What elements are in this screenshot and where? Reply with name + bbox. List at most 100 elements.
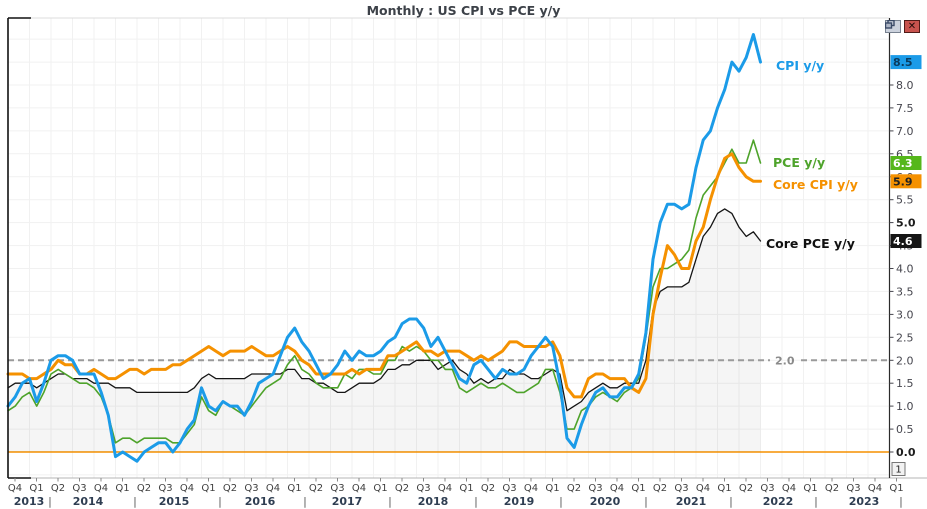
svg-text:|: | [48, 495, 52, 508]
svg-text:Q3: Q3 [502, 483, 516, 494]
svg-text:4.0: 4.0 [896, 263, 914, 276]
svg-text:1.0: 1.0 [896, 400, 914, 413]
svg-text:Q3: Q3 [760, 483, 774, 494]
svg-text:Q1: Q1 [373, 483, 387, 494]
svg-text:Q1: Q1 [459, 483, 473, 494]
svg-text:Q2: Q2 [567, 483, 581, 494]
svg-text:Q3: Q3 [158, 483, 172, 494]
svg-text:Q1: Q1 [287, 483, 301, 494]
y-axis-labels: 0.00.51.01.52.02.53.03.54.04.55.05.56.06… [889, 79, 916, 459]
series-label: Core CPI y/y [773, 177, 858, 192]
svg-text:4.6: 4.6 [893, 235, 913, 248]
svg-text:Q2: Q2 [395, 483, 409, 494]
svg-text:|: | [474, 495, 478, 508]
svg-text:7.0: 7.0 [896, 125, 914, 138]
svg-text:Q2: Q2 [653, 483, 667, 494]
svg-text:7.5: 7.5 [896, 102, 914, 115]
svg-text:2.5: 2.5 [896, 331, 914, 344]
svg-text:Q3: Q3 [588, 483, 602, 494]
svg-text:|: | [644, 495, 648, 508]
svg-text:2016: 2016 [245, 495, 276, 508]
svg-text:Q1: Q1 [201, 483, 215, 494]
svg-text:2018: 2018 [418, 495, 449, 508]
svg-text:3.0: 3.0 [896, 308, 914, 321]
svg-text:|: | [388, 495, 392, 508]
svg-text:Q4: Q4 [266, 483, 280, 494]
svg-text:Q4: Q4 [8, 483, 22, 494]
svg-text:2021: 2021 [676, 495, 707, 508]
svg-text:Q2: Q2 [825, 483, 839, 494]
window-controls: ✕ [885, 20, 920, 33]
restore-window-button[interactable] [885, 20, 901, 33]
svg-text:1: 1 [895, 465, 901, 476]
restore-icon [885, 20, 895, 29]
svg-text:5.0: 5.0 [896, 217, 916, 230]
series-area-fill [8, 208, 761, 452]
svg-text:1.5: 1.5 [896, 377, 914, 390]
series-label: CPI y/y [776, 58, 824, 73]
last-value-badges: 8.5 6.3 5.9 4.6 [890, 55, 922, 248]
svg-text:2022: 2022 [763, 495, 794, 508]
svg-text:2017: 2017 [332, 495, 363, 508]
svg-text:Q2: Q2 [137, 483, 151, 494]
close-icon: ✕ [907, 20, 917, 32]
svg-text:Q2: Q2 [223, 483, 237, 494]
plot-borders [7, 17, 927, 479]
svg-text:8.5: 8.5 [893, 56, 913, 69]
svg-text:Q3: Q3 [416, 483, 430, 494]
svg-text:|: | [899, 495, 903, 508]
svg-text:|: | [303, 495, 307, 508]
svg-text:Q2: Q2 [51, 483, 65, 494]
svg-text:Q1: Q1 [717, 483, 731, 494]
svg-text:2020: 2020 [590, 495, 621, 508]
svg-text:|: | [729, 495, 733, 508]
chart-title: Monthly : US CPI vs PCE y/y [366, 3, 561, 18]
x-axis-year-labels: 2013 | 2014 | 2015 | 2016 | 2017 | 2018 | 2019 | 2020 |… [14, 495, 903, 508]
svg-text:0.5: 0.5 [896, 423, 914, 436]
svg-text:Q2: Q2 [739, 483, 753, 494]
svg-text:Q4: Q4 [868, 483, 882, 494]
svg-text:6.3: 6.3 [893, 157, 913, 170]
svg-text:2015: 2015 [159, 495, 190, 508]
svg-text:2023: 2023 [849, 495, 880, 508]
svg-text:Q3: Q3 [72, 483, 86, 494]
svg-text:Q1: Q1 [29, 483, 43, 494]
svg-text:0.0: 0.0 [896, 446, 916, 459]
svg-text:Q4: Q4 [524, 483, 538, 494]
close-window-button[interactable]: ✕ [904, 20, 920, 33]
svg-text:2019: 2019 [504, 495, 535, 508]
series-line-cpi-y-y [6, 33, 762, 463]
svg-text:5.5: 5.5 [896, 194, 914, 207]
svg-text:Q4: Q4 [94, 483, 108, 494]
svg-text:Q4: Q4 [610, 483, 624, 494]
series-label: PCE y/y [773, 155, 825, 170]
svg-text:2013: 2013 [14, 495, 45, 508]
series-line-core-cpi-y-y [6, 152, 762, 399]
svg-text:Q3: Q3 [674, 483, 688, 494]
svg-text:8.0: 8.0 [896, 79, 914, 92]
svg-text:Q4: Q4 [180, 483, 194, 494]
svg-text:Q4: Q4 [696, 483, 710, 494]
svg-text:Q1: Q1 [803, 483, 817, 494]
svg-text:|: | [814, 495, 818, 508]
svg-text:5.9: 5.9 [893, 175, 913, 188]
series-label: Core PCE y/y [766, 236, 855, 251]
x-axis-quarter-labels: Q4 Q1 Q2 Q3 Q4 Q1 Q2 Q3 Q4 Q1 Q2 Q3 Q4 Q1 Q2 Q3 Q4 Q1 Q2 Q3… [8, 478, 904, 494]
svg-text:Q1: Q1 [115, 483, 129, 494]
svg-text:Q3: Q3 [330, 483, 344, 494]
svg-text:Q1: Q1 [545, 483, 559, 494]
pane-number-badge[interactable]: 1 [891, 462, 906, 476]
svg-text:Q4: Q4 [782, 483, 796, 494]
svg-text:Q3: Q3 [846, 483, 860, 494]
svg-text:Q1: Q1 [889, 483, 903, 494]
svg-text:Q2: Q2 [481, 483, 495, 494]
svg-text:Q2: Q2 [309, 483, 323, 494]
svg-text:Q3: Q3 [244, 483, 258, 494]
svg-text:3.5: 3.5 [896, 285, 914, 298]
reference-line-label: 2.0 [775, 354, 795, 367]
svg-text:2014: 2014 [73, 495, 104, 508]
svg-text:Q4: Q4 [438, 483, 452, 494]
svg-text:2.0: 2.0 [896, 354, 914, 367]
